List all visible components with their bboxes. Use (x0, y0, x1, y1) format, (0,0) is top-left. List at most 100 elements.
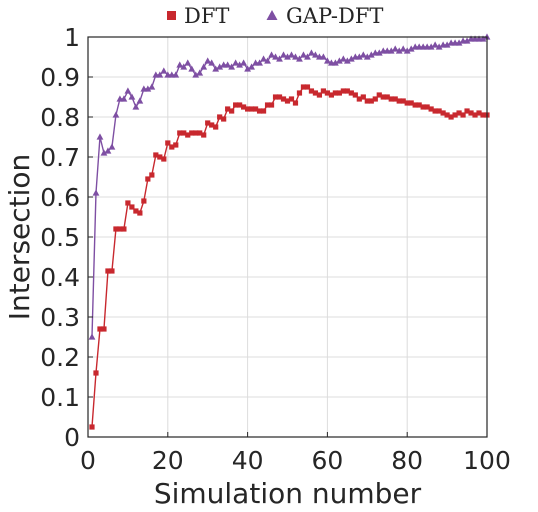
data-point-gap-dft (312, 51, 319, 58)
x-tick-label: 80 (391, 446, 423, 475)
data-point-dft (121, 226, 127, 232)
data-point-gap-dft (304, 53, 311, 60)
data-point-dft (209, 122, 215, 128)
data-point-dft (332, 90, 338, 96)
data-point-dft (456, 110, 462, 116)
data-point-gap-dft (88, 333, 96, 340)
data-point-gap-dft (212, 65, 220, 72)
data-point-dft (316, 92, 323, 98)
data-point-gap-dft (264, 57, 271, 64)
data-point-dft (252, 106, 259, 112)
x-tick-label: 60 (311, 446, 343, 475)
y-tick-label: 0.4 (40, 263, 80, 292)
data-point-gap-dft (375, 49, 383, 56)
data-point-gap-dft (335, 57, 343, 64)
data-point-dft (272, 94, 279, 100)
data-point-gap-dft (260, 55, 267, 62)
data-point-dft (197, 130, 203, 136)
data-point-dft (464, 108, 470, 114)
data-point-dft (340, 88, 346, 94)
data-point-dft (308, 88, 315, 94)
data-point-dft (237, 102, 243, 108)
data-point-dft (324, 90, 330, 96)
data-point-gap-dft (407, 45, 415, 52)
series-layer (88, 33, 491, 430)
data-point-gap-dft (324, 57, 331, 64)
data-point-dft (284, 98, 291, 104)
data-point-gap-dft (124, 87, 132, 94)
data-point-dft (304, 84, 311, 90)
data-point-gap-dft (435, 43, 443, 50)
data-point-dft (364, 98, 370, 104)
data-point-dft (145, 176, 151, 182)
data-point-dft (97, 326, 103, 332)
y-tick-label: 0.9 (40, 63, 80, 92)
legend-gap-dft-marker (266, 10, 278, 20)
data-point-gap-dft (228, 63, 236, 70)
data-point-gap-dft (180, 63, 188, 70)
data-point-dft (288, 96, 295, 102)
data-point-dft (312, 90, 319, 96)
data-point-gap-dft (296, 55, 303, 62)
data-point-gap-dft (272, 53, 279, 60)
y-tick-label: 0.7 (40, 143, 80, 172)
data-point-dft (105, 268, 111, 274)
data-point-gap-dft (387, 47, 395, 54)
data-point-dft (248, 106, 255, 112)
data-point-gap-dft (355, 53, 363, 60)
y-tick-label: 0.5 (40, 223, 80, 252)
data-point-dft (125, 200, 131, 206)
x-tick-label: 40 (232, 446, 264, 475)
data-point-gap-dft (240, 59, 248, 66)
data-point-dft (388, 96, 394, 102)
data-point-dft (165, 140, 171, 146)
data-point-gap-dft (112, 111, 120, 118)
legend-gap-dft-label: GAP-DFT (286, 4, 383, 28)
data-point-gap-dft (427, 43, 435, 50)
data-point-gap-dft (236, 61, 244, 68)
data-point-gap-dft (156, 71, 164, 78)
data-point-dft (205, 120, 211, 126)
legend-dft-label: DFT (184, 4, 229, 28)
data-point-gap-dft (268, 51, 275, 58)
data-point-dft (256, 108, 263, 114)
data-point-dft (468, 110, 474, 116)
data-point-dft (480, 112, 486, 118)
data-point-dft (360, 94, 366, 100)
data-point-gap-dft (284, 53, 291, 60)
data-point-gap-dft (216, 63, 224, 70)
data-point-dft (245, 106, 251, 112)
data-point-gap-dft (280, 51, 287, 58)
data-point-gap-dft (92, 189, 100, 196)
data-point-dft (189, 130, 195, 136)
data-point-dft (452, 112, 458, 118)
data-point-gap-dft (160, 67, 168, 74)
y-tick-label: 0.6 (40, 183, 80, 212)
y-axis-title: Intersection (3, 154, 36, 321)
data-point-dft (177, 130, 183, 136)
data-point-dft (320, 88, 327, 94)
data-point-dft (300, 84, 307, 90)
data-point-dft (460, 112, 466, 118)
x-tick-label: 20 (152, 446, 184, 475)
y-tick-label: 0 (64, 423, 80, 452)
data-point-gap-dft (288, 51, 295, 58)
data-point-gap-dft (363, 53, 371, 60)
legend-dft-marker (167, 11, 176, 20)
data-point-dft (157, 154, 163, 160)
data-point-dft (89, 424, 95, 430)
data-point-dft (268, 102, 275, 108)
data-point-gap-dft (391, 45, 399, 52)
data-point-gap-dft (96, 133, 104, 140)
data-point-dft (169, 144, 175, 150)
data-point-gap-dft (463, 37, 471, 44)
series-dft (89, 84, 490, 430)
data-point-dft (372, 96, 378, 102)
data-point-dft (193, 130, 199, 136)
data-point-gap-dft (455, 39, 463, 46)
data-point-gap-dft (128, 93, 136, 100)
data-point-gap-dft (347, 55, 355, 62)
data-point-dft (264, 102, 271, 108)
data-point-dft (336, 90, 342, 96)
data-point-dft (432, 108, 438, 114)
